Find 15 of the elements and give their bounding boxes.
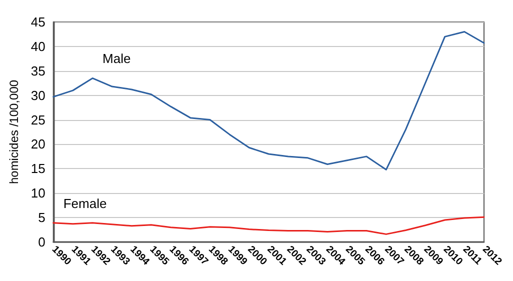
y-tick-label: 35 [30,63,46,78]
line-series [52,31,485,170]
y-tick-label: 5 [38,210,46,226]
y-tick-label: 0 [38,234,46,250]
y-tick-label: 25 [30,112,46,128]
y-tick-label: 10 [30,186,46,201]
series-label: Female [63,196,107,211]
line-series [52,216,485,235]
y-tick-label: 45 [30,14,46,30]
y-tick-label: 15 [30,161,46,176]
y-axis-title: homicides /100,000 [7,80,21,184]
series-label: Male [102,51,131,66]
y-tick-label: 30 [30,88,46,103]
y-tick-label: 20 [30,136,46,152]
y-tick-label: 40 [30,38,46,54]
